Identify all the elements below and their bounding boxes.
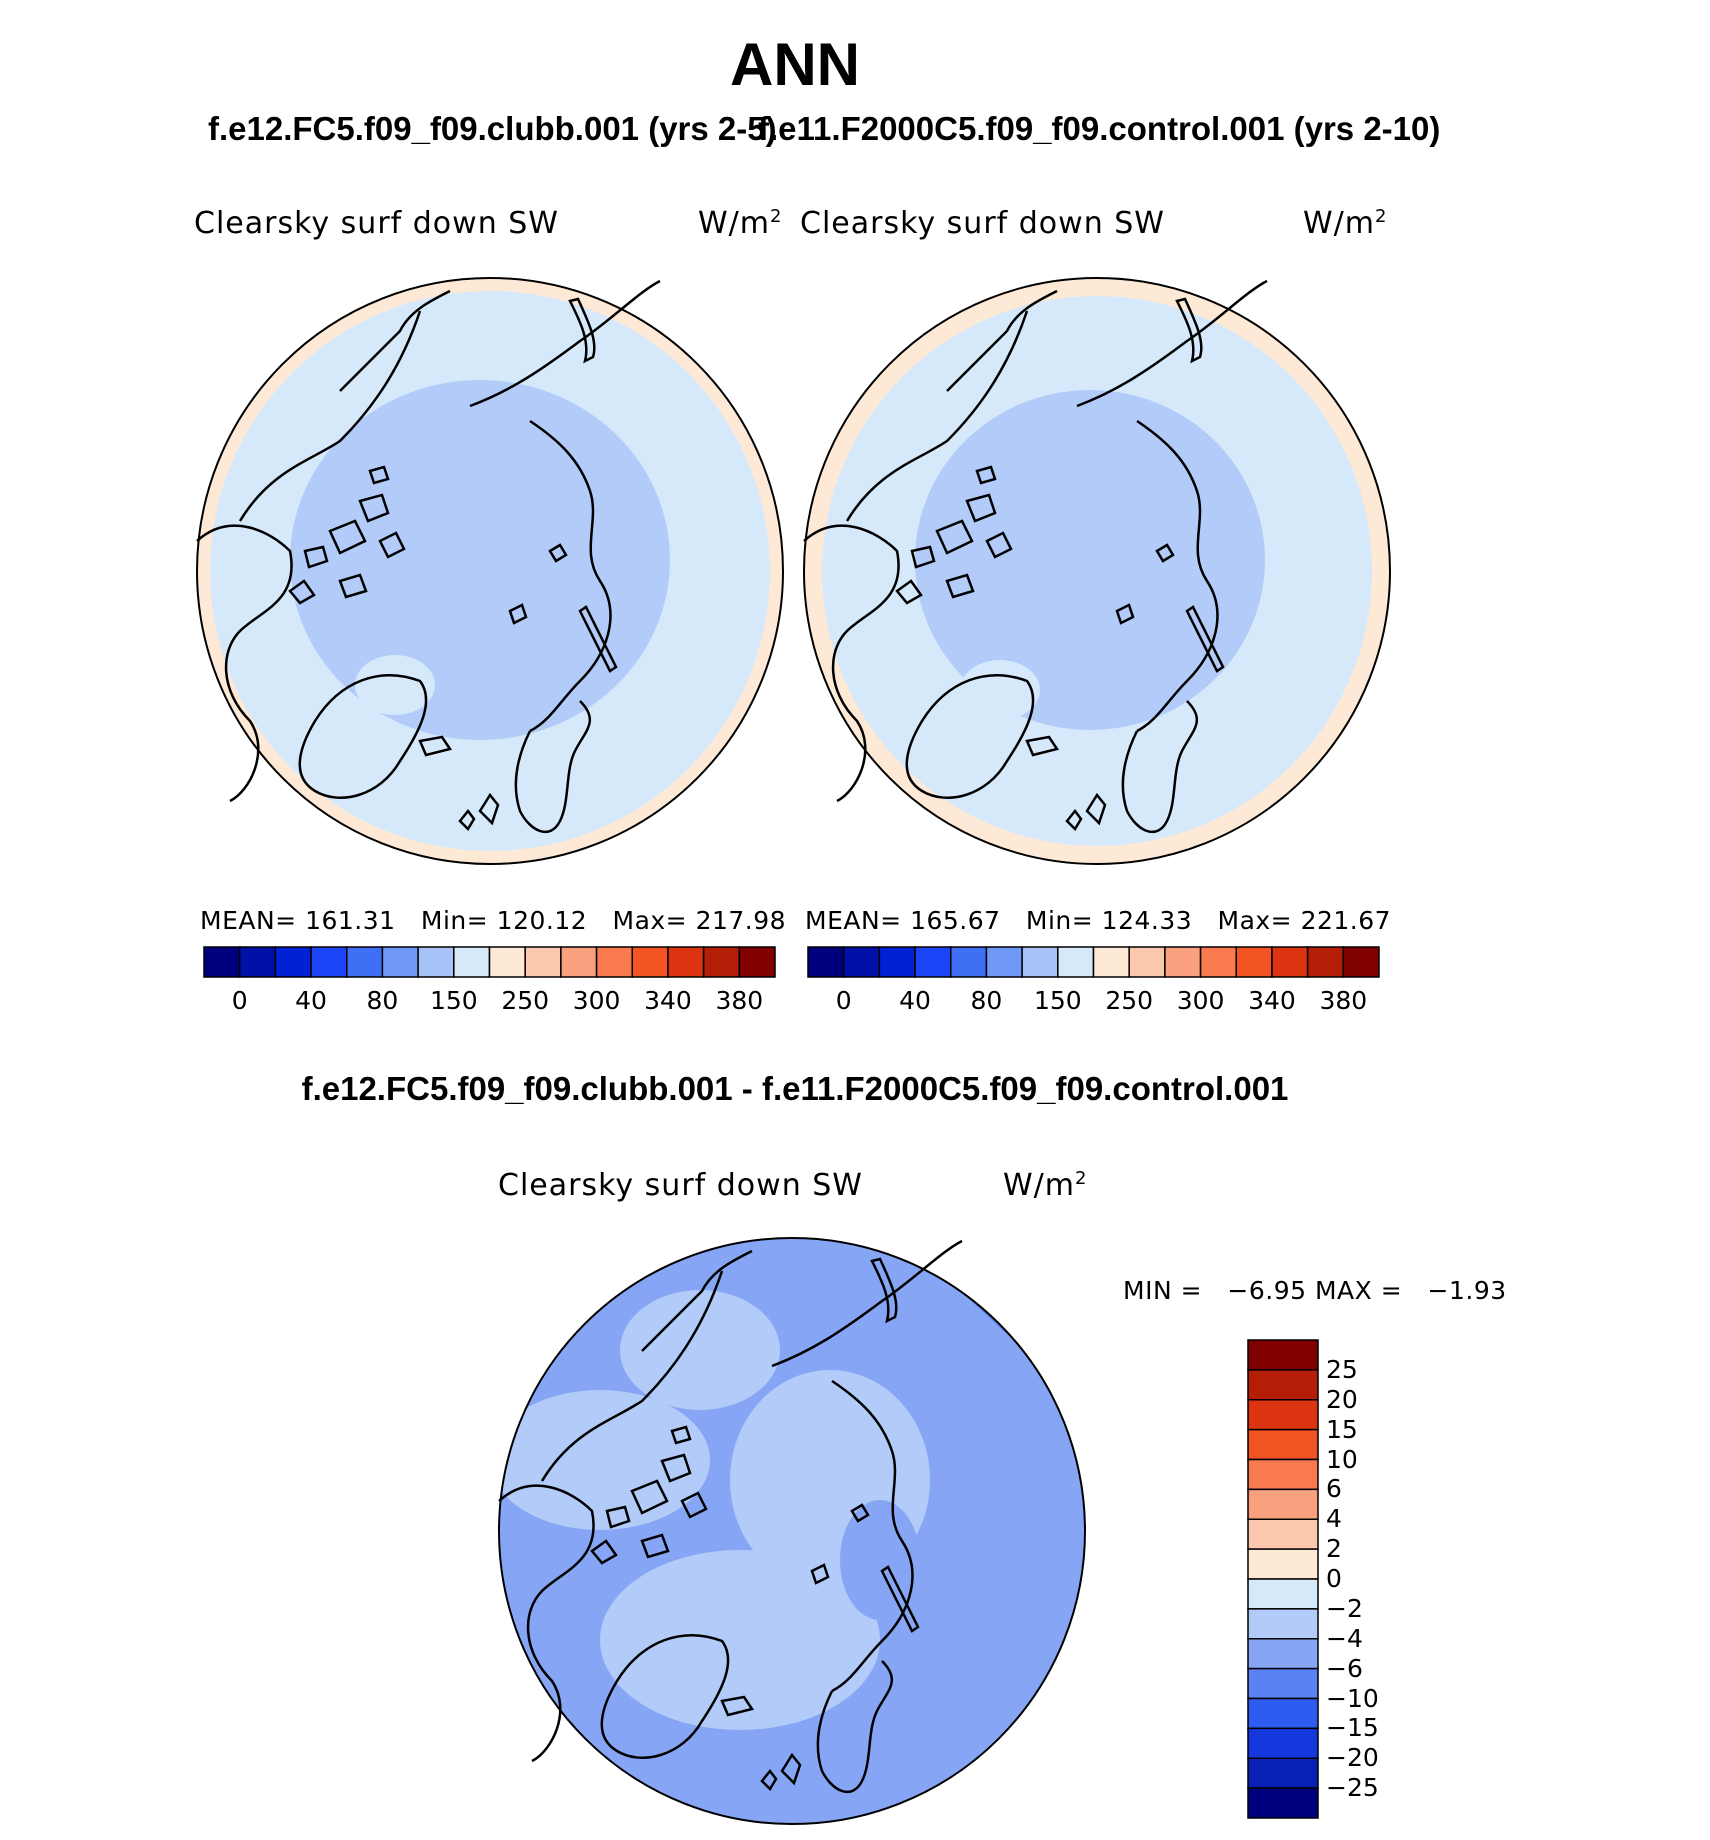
colorbar-swatch <box>1247 1339 1319 1371</box>
colorbar-tick-label: 6 <box>1326 1474 1342 1504</box>
colorbar-tick-label: 250 <box>1105 986 1154 1015</box>
colorbar-swatch <box>310 946 348 978</box>
diff-min-max: MIN = −6.95 MAX = −1.93 <box>1123 1276 1507 1305</box>
colorbar-tick-label: 380 <box>1319 986 1368 1015</box>
colorbar-tick-label: −15 <box>1326 1713 1379 1743</box>
colorbar-swatch <box>1247 1399 1319 1431</box>
colorbar-swatch <box>878 946 916 978</box>
colorbar-swatch <box>595 946 633 978</box>
diff-units: W/m2 <box>1003 1168 1088 1203</box>
colorbar-tick-label: 0 <box>231 986 248 1015</box>
colorbar-tick-label: 15 <box>1326 1414 1358 1444</box>
colorbar-tick-label: 150 <box>1033 986 1082 1015</box>
colorbar-swatch <box>1128 946 1166 978</box>
colorbar-swatch <box>914 946 952 978</box>
colorbar-swatch <box>453 946 491 978</box>
colorbar-swatch <box>667 946 705 978</box>
colorbar-tick-label: 40 <box>899 986 931 1015</box>
colorbar-tick-label: 300 <box>1176 986 1225 1015</box>
colorbar-swatch <box>1247 1667 1319 1700</box>
colorbar-swatch <box>842 946 881 978</box>
panel-1-variable: Clearsky surf down SW <box>194 206 559 241</box>
panel-1-units: W/m2 <box>698 206 783 241</box>
colorbar-tick-label: 80 <box>366 986 399 1015</box>
colorbar-tick-label: −20 <box>1326 1743 1379 1773</box>
colorbar-tick-label: 10 <box>1326 1444 1358 1474</box>
colorbar-swatch <box>1247 1638 1319 1670</box>
colorbar-swatch <box>738 946 776 978</box>
panel-2-colorbar <box>807 946 1380 978</box>
colorbar-swatch <box>807 946 845 978</box>
colorbar-tick-label: 300 <box>572 986 621 1015</box>
colorbar-tick-label: −6 <box>1326 1653 1363 1683</box>
panel-1-stats: MEAN= 161.31 Min= 120.12 Max= 217.98 <box>200 906 787 935</box>
colorbar-tick-label: 340 <box>1248 986 1296 1015</box>
colorbar-swatch <box>1092 946 1130 978</box>
colorbar-swatch <box>1247 1727 1319 1759</box>
colorbar-swatch <box>702 946 741 978</box>
panel-2-variable: Clearsky surf down SW <box>800 206 1165 241</box>
colorbar-swatch <box>346 946 384 978</box>
colorbar-tick-label: 25 <box>1326 1354 1358 1384</box>
colorbar-swatch <box>1247 1428 1319 1461</box>
colorbar-swatch <box>1235 946 1273 978</box>
colorbar-swatch <box>560 946 598 978</box>
panel-2-units: W/m2 <box>1303 206 1388 241</box>
colorbar-swatch <box>1247 1369 1319 1401</box>
colorbar-swatch <box>1342 946 1380 978</box>
diff-colorbar <box>1247 1339 1319 1819</box>
panel-1-case-title: f.e12.FC5.f09_f09.clubb.001 (yrs 2-5) <box>208 110 777 147</box>
colorbar-tick-label: 0 <box>835 986 852 1015</box>
colorbar-swatch <box>203 946 241 978</box>
colorbar-swatch <box>1247 1757 1319 1789</box>
colorbar-tick-label: 80 <box>970 986 1003 1015</box>
colorbar-tick-label: 4 <box>1326 1504 1342 1534</box>
main-title: ANN <box>730 31 860 98</box>
colorbar-tick-label: −4 <box>1326 1623 1363 1653</box>
colorbar-tick-label: 250 <box>501 986 550 1015</box>
colorbar-swatch <box>1247 1488 1319 1520</box>
colorbar-tick-label: 0 <box>1326 1564 1342 1593</box>
colorbar-swatch <box>524 946 562 978</box>
colorbar-swatch <box>417 946 455 978</box>
panel-2-case-title: f.e11.F2000C5.f09_f09.control.001 (yrs 2… <box>758 110 1441 147</box>
colorbar-swatch <box>381 946 419 978</box>
colorbar-swatch <box>1247 1458 1319 1491</box>
colorbar-swatch <box>1306 946 1345 978</box>
panel-1-colorbar <box>203 946 776 978</box>
panel-2-map <box>802 277 1391 865</box>
colorbar-tick-label: 20 <box>1326 1384 1358 1414</box>
diff-variable: Clearsky surf down SW <box>498 1168 863 1203</box>
colorbar-swatch <box>1247 1578 1319 1610</box>
colorbar-tick-label: 340 <box>644 986 692 1015</box>
colorbar-tick-label: 380 <box>715 986 764 1015</box>
colorbar-swatch <box>1271 946 1309 978</box>
colorbar-swatch <box>1164 946 1202 978</box>
colorbar-swatch <box>631 946 669 978</box>
colorbar-tick-label: −25 <box>1326 1773 1379 1803</box>
colorbar-swatch <box>950 946 988 978</box>
colorbar-swatch <box>1021 946 1059 978</box>
colorbar-tick-label: 40 <box>295 986 327 1015</box>
colorbar-swatch <box>488 946 526 978</box>
colorbar-swatch <box>238 946 277 978</box>
colorbar-swatch <box>985 946 1023 978</box>
colorbar-swatch <box>1247 1787 1319 1819</box>
diff-map <box>497 1237 1086 1825</box>
colorbar-tick-label: 2 <box>1326 1534 1342 1564</box>
colorbar-swatch <box>274 946 312 978</box>
colorbar-swatch <box>1247 1548 1319 1580</box>
colorbar-tick-label: 150 <box>429 986 478 1015</box>
colorbar-swatch <box>1247 1608 1319 1640</box>
colorbar-swatch <box>1057 946 1095 978</box>
colorbar-tick-label: −10 <box>1326 1683 1379 1713</box>
panel-1-map <box>195 277 784 865</box>
colorbar-swatch <box>1247 1518 1319 1550</box>
colorbar-swatch <box>1247 1697 1319 1730</box>
colorbar-swatch <box>1199 946 1237 978</box>
diff-title: f.e12.FC5.f09_f09.clubb.001 - f.e11.F200… <box>301 1070 1289 1107</box>
colorbar-tick-label: −2 <box>1326 1593 1363 1623</box>
panel-2-stats: MEAN= 165.67 Min= 124.33 Max= 221.67 <box>805 906 1392 935</box>
